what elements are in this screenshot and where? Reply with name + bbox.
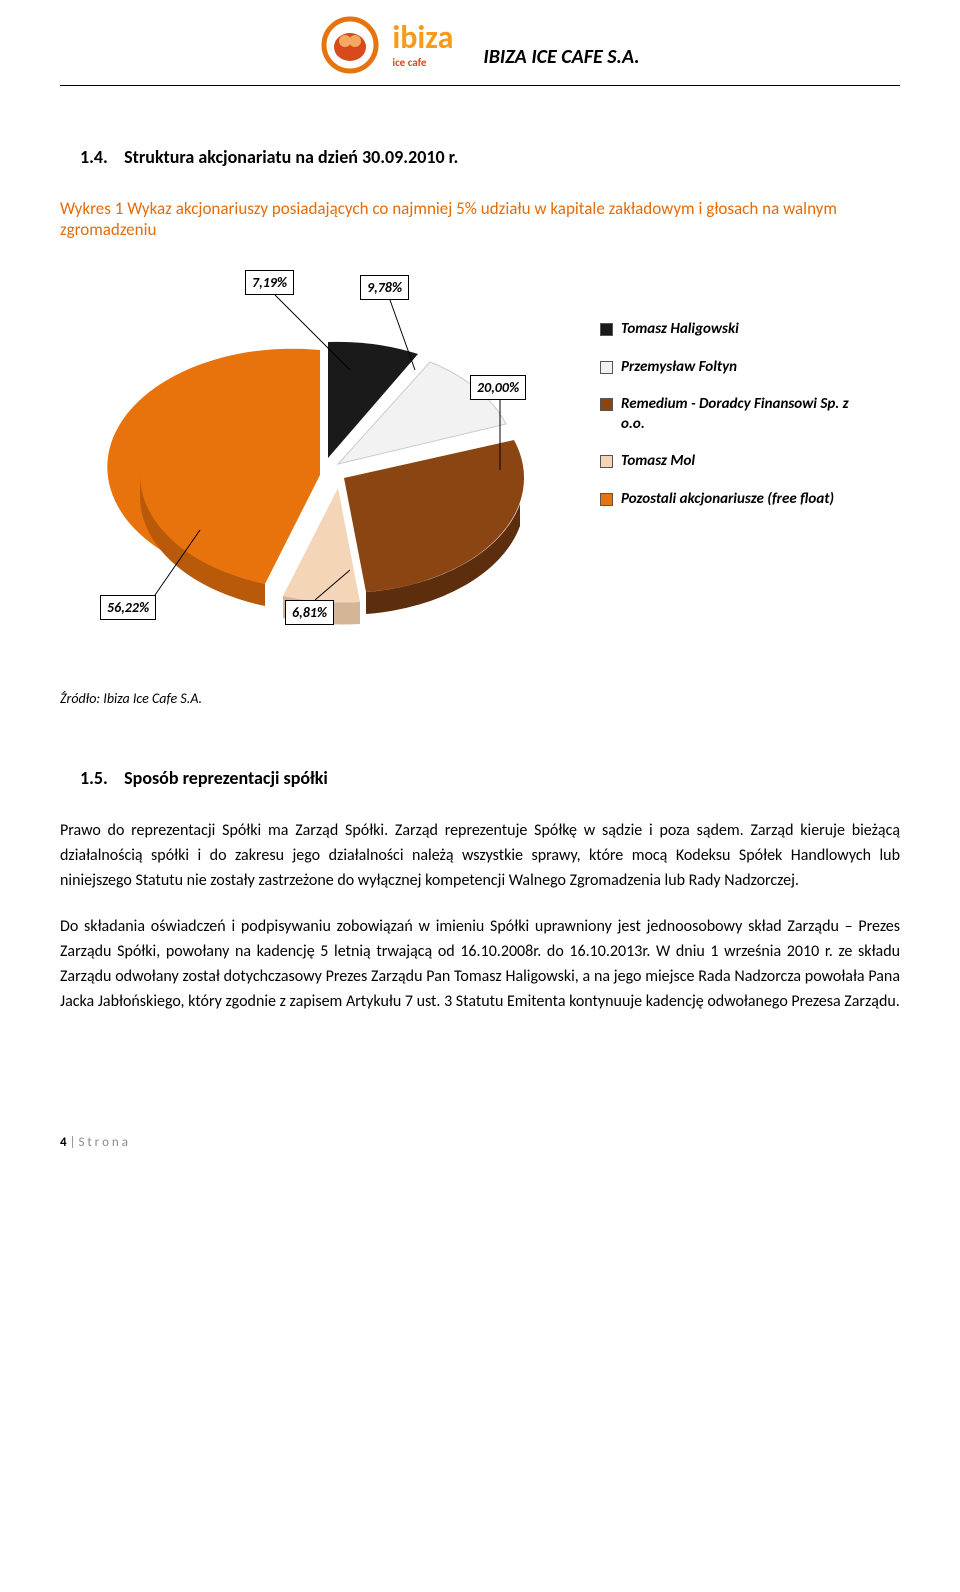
legend-item: Pozostali akcjonariusze (free float) [600, 490, 860, 510]
legend-swatch [600, 493, 613, 506]
pie-svg [100, 290, 580, 630]
chart-label-1: 9,78% [360, 275, 409, 300]
legend-label: Przemysław Foltyn [621, 358, 737, 378]
legend-item: Przemysław Foltyn [600, 358, 860, 378]
legend-swatch [600, 455, 613, 468]
section-number: 1.4. [80, 146, 108, 168]
logo-group: ibiza ice cafe IBIZA ICE CAFE S.A. [320, 15, 639, 75]
chart-label-0: 7,19% [245, 270, 294, 295]
legend-item: Tomasz Haligowski [600, 320, 860, 340]
legend-item: Remedium - Doradcy Finansowi Sp. z o.o. [600, 395, 860, 434]
chart-source: Źródło: Ibiza Ice Cafe S.A. [60, 690, 900, 707]
legend-swatch [600, 361, 613, 374]
legend-label: Tomasz Mol [621, 452, 695, 472]
legend-label: Tomasz Haligowski [621, 320, 739, 340]
legend-swatch [600, 323, 613, 336]
page-number: 4 [60, 1135, 67, 1150]
section-number: 1.5. [80, 767, 108, 789]
paragraph-1: Prawo do reprezentacji Spółki ma Zarząd … [60, 819, 900, 893]
logo-text: ibiza ice cafe [392, 22, 453, 69]
section-1-4-heading: 1.4. Struktura akcjonariatu na dzień 30.… [80, 146, 900, 168]
page-footer: 4 | S t r o n a [60, 1135, 900, 1150]
legend-swatch [600, 398, 613, 411]
ibiza-logo-icon [320, 15, 380, 75]
brand-subtitle: ice cafe [392, 56, 453, 69]
legend-item: Tomasz Mol [600, 452, 860, 472]
section-title: Sposób reprezentacji spółki [124, 767, 328, 789]
section-title: Struktura akcjonariatu na dzień 30.09.20… [124, 146, 458, 168]
pie-chart: 7,19% 9,78% 20,00% 6,81% 56,22% Tomasz H… [100, 270, 860, 660]
legend-label: Remedium - Doradcy Finansowi Sp. z o.o. [621, 395, 860, 434]
company-name: IBIZA ICE CAFE S.A. [483, 45, 639, 75]
chart-caption: Wykres 1 Wykaz akcjonariuszy posiadający… [60, 198, 900, 240]
brand-name: ibiza [392, 22, 453, 54]
legend-label: Pozostali akcjonariusze (free float) [621, 490, 834, 510]
section-1-5-heading: 1.5. Sposób reprezentacji spółki [80, 767, 900, 789]
chart-label-3: 6,81% [285, 600, 334, 625]
paragraph-2: Do składania oświadczeń i podpisywaniu z… [60, 915, 900, 1014]
page-label: | S t r o n a [67, 1135, 128, 1150]
chart-label-4: 56,22% [100, 595, 156, 620]
chart-legend: Tomasz Haligowski Przemysław Foltyn Reme… [600, 320, 860, 527]
page-header: ibiza ice cafe IBIZA ICE CAFE S.A. [60, 0, 900, 86]
chart-label-2: 20,00% [470, 375, 526, 400]
